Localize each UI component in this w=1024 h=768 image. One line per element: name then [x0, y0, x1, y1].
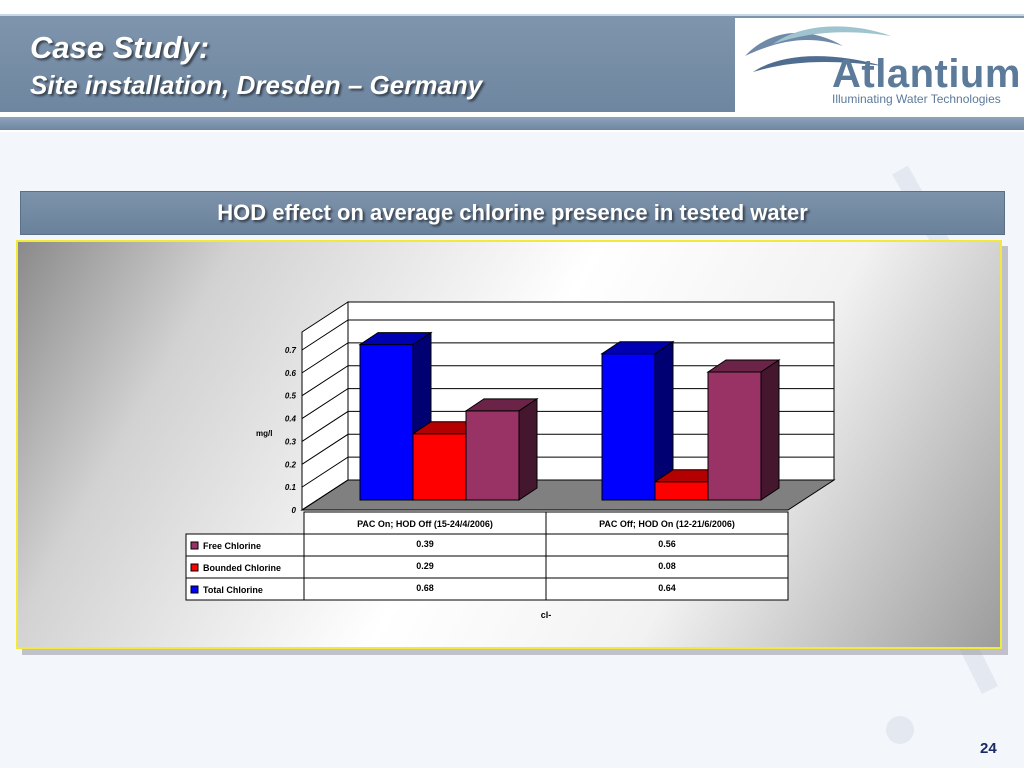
legend-entry: Free Chlorine — [203, 541, 261, 551]
chart-side-wall — [301, 301, 349, 511]
y-axis-label: mg/l — [256, 429, 272, 438]
data-value-label: 0.29 — [416, 561, 434, 571]
legend-swatch — [190, 563, 199, 572]
chart-title-bar: HOD effect on average chlorine presence … — [20, 191, 1005, 235]
y-tick-label: 0.7 — [285, 346, 297, 355]
slide-subtitle: Site installation, Dresden – Germany — [30, 70, 483, 100]
y-tick-label: 0.4 — [285, 415, 297, 424]
wave-logo-icon — [745, 26, 891, 72]
y-tick-label: 0.6 — [285, 369, 297, 378]
header-line — [0, 14, 1024, 16]
company-logo: Atlantium Illuminating Water Technologie… — [735, 18, 1024, 112]
data-value-label: 0.64 — [658, 583, 676, 593]
data-value-label: 0.68 — [416, 583, 434, 593]
chart-title: HOD effect on average chlorine presence … — [217, 200, 808, 225]
page-number: 24 — [980, 740, 997, 757]
bar-front — [465, 410, 520, 501]
table-row — [185, 577, 789, 601]
y-tick-label: 0 — [292, 506, 297, 515]
slide-header: Case Study: Site installation, Dresden –… — [0, 0, 1024, 132]
gridline — [301, 319, 834, 351]
bar-side — [760, 359, 780, 501]
y-tick-label: 0.2 — [285, 460, 297, 469]
data-value-label: 0.08 — [658, 561, 676, 571]
logo-tagline: Illuminating Water Technologies — [832, 92, 1001, 106]
y-tick-label: 0.5 — [285, 392, 297, 401]
y-tick-label: 0.1 — [285, 483, 297, 492]
bar-front — [601, 353, 656, 501]
data-value-label: 0.39 — [416, 539, 434, 549]
chart-panel: 0 0.1 0.2 0.3 0.4 0.5 0.6 0.7 mg/l PAC On; HOD Of… — [16, 240, 1002, 649]
legend-swatch — [190, 585, 199, 594]
legend-entry: Total Chlorine — [203, 585, 263, 595]
slide-title: Case Study: — [30, 30, 210, 65]
category-label: PAC On; HOD Off (15-24/4/2006) — [357, 519, 493, 529]
bar-chart: 0 0.1 0.2 0.3 0.4 0.5 0.6 0.7 mg/l PAC On; HOD Of… — [185, 301, 836, 620]
bar-front — [412, 433, 467, 501]
category-label: PAC Off; HOD On (12-21/6/2006) — [599, 519, 735, 529]
bar-front — [654, 481, 709, 501]
bar-front — [359, 344, 414, 501]
data-value-label: 0.56 — [658, 539, 676, 549]
x-axis-label: cl- — [541, 610, 552, 620]
table-row — [185, 533, 789, 557]
legend-swatch — [190, 541, 199, 550]
legend-entry: Bounded Chlorine — [203, 563, 281, 573]
y-tick-label: 0.3 — [285, 437, 297, 446]
logo-name: Atlantium — [832, 52, 1021, 96]
header-stripe — [0, 117, 1024, 130]
bar-front — [707, 371, 762, 501]
bar-side — [518, 397, 538, 501]
